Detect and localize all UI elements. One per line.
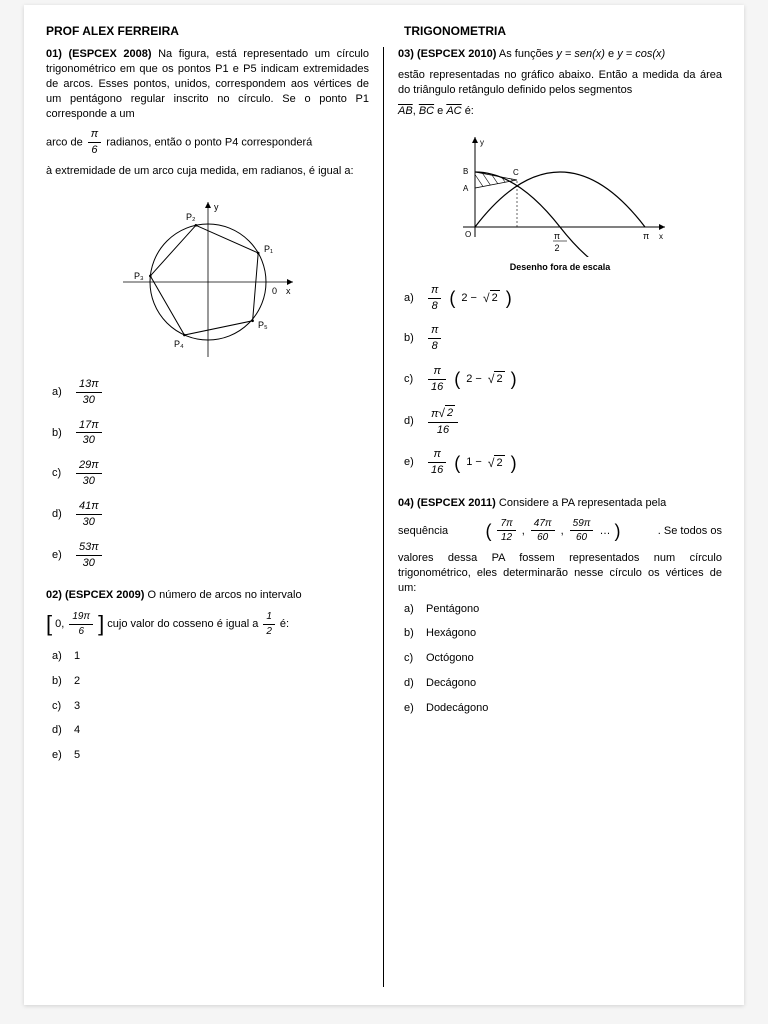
q4-line3: valores dessa PA fossem representados nu…	[398, 551, 722, 596]
q3-opt-a: a) π8 (2 − √2)	[404, 283, 722, 314]
q1-text: 01) (ESPCEX 2008) Na figura, está repres…	[46, 47, 369, 121]
q2-text: 02) (ESPCEX 2009) O número de arcos no i…	[46, 588, 369, 603]
q4-opt-d: d)Decágono	[404, 676, 722, 691]
subject-title: TRIGONOMETRIA	[364, 23, 722, 39]
q3-figure: A B C O π 2 π x y	[445, 127, 675, 257]
professor-name: PROF ALEX FERREIRA	[46, 23, 364, 39]
q2-opt-c: c)3	[52, 699, 369, 714]
q3-options: a) π8 (2 − √2) b) π8 c) π16 (2 − √2) d) …	[404, 283, 722, 478]
q2-opt-d: d)4	[52, 723, 369, 738]
worksheet-page: PROF ALEX FERREIRA TRIGONOMETRIA 01) (ES…	[24, 5, 744, 1005]
q1-opt-b: b)17π30	[52, 418, 369, 449]
left-column: 01) (ESPCEX 2008) Na figura, está repres…	[46, 47, 384, 987]
q1-head: 01) (ESPCEX 2008)	[46, 48, 152, 60]
q4-line1: 04) (ESPCEX 2011) Considere a PA represe…	[398, 496, 722, 511]
columns: 01) (ESPCEX 2008) Na figura, está repres…	[46, 47, 722, 987]
svg-text:C: C	[513, 168, 519, 177]
q3-line1: 03) (ESPCEX 2010) As funções y = sen(x) …	[398, 47, 722, 62]
svg-text:A: A	[463, 184, 469, 193]
q4-opt-b: b)Hexágono	[404, 626, 722, 641]
q2-line2: [ 0, 19π6 ] cujo valor do cosseno é igua…	[46, 609, 369, 639]
svg-text:x: x	[659, 232, 663, 241]
page-header: PROF ALEX FERREIRA TRIGONOMETRIA	[46, 23, 722, 39]
svg-text:P₃: P₃	[134, 271, 144, 281]
q3-opt-c: c) π16 (2 − √2)	[404, 364, 722, 395]
q4-opt-a: a)Pentágono	[404, 602, 722, 617]
q3-line2: estão representadas no gráfico abaixo. E…	[398, 68, 722, 98]
svg-text:y: y	[480, 138, 484, 147]
svg-text:y: y	[214, 202, 219, 212]
q3-caption: Desenho fora de escala	[398, 261, 722, 273]
q4-opt-c: c)Octógono	[404, 651, 722, 666]
q1-options: a)13π30 b)17π30 c)29π30 d)41π30 e)53π30	[52, 377, 369, 570]
svg-text:P₅: P₅	[258, 320, 268, 330]
q3-opt-d: d) π√216	[404, 405, 722, 438]
q1-opt-a: a)13π30	[52, 377, 369, 408]
right-column: 03) (ESPCEX 2010) As funções y = sen(x) …	[384, 47, 722, 987]
q4-options: a)Pentágono b)Hexágono c)Octógono d)Decá…	[404, 602, 722, 716]
q1-opt-e: e)53π30	[52, 540, 369, 571]
q3-opt-b: b) π8	[404, 323, 722, 354]
q4-line2: sequência ( 7π12, 47π60, 59π60… ) . Se t…	[398, 517, 722, 545]
q1-opt-d: d)41π30	[52, 499, 369, 530]
svg-text:π: π	[554, 231, 560, 241]
q4-opt-e: e)Dodecágono	[404, 701, 722, 716]
svg-text:0: 0	[272, 286, 277, 296]
q1-frac: π 6	[88, 127, 101, 158]
svg-text:P₂: P₂	[186, 212, 196, 222]
q1-opt-c: c)29π30	[52, 458, 369, 489]
q1-line3: à extremidade de um arco cuja medida, em…	[46, 164, 369, 179]
svg-text:2: 2	[554, 243, 559, 253]
q1-figure: P₁ P₂ P₃ P₄ P₅ 0 x y	[108, 187, 308, 367]
svg-text:P₁: P₁	[264, 244, 273, 254]
q2-options: a)1 b)2 c)3 d)4 e)5	[52, 649, 369, 763]
svg-text:x: x	[286, 286, 291, 296]
svg-text:B: B	[463, 167, 468, 176]
q1-line2: arco de π 6 radianos, então o ponto P4 c…	[46, 127, 369, 158]
svg-text:P₄: P₄	[174, 339, 184, 349]
svg-text:O: O	[465, 230, 471, 239]
svg-text:π: π	[643, 231, 649, 241]
q2-opt-a: a)1	[52, 649, 369, 664]
q3-opt-e: e) π16 (1 − √2)	[404, 447, 722, 478]
q2-opt-e: e)5	[52, 748, 369, 763]
q2-opt-b: b)2	[52, 674, 369, 689]
q3-line3: AB, BC e AC é:	[398, 104, 722, 119]
